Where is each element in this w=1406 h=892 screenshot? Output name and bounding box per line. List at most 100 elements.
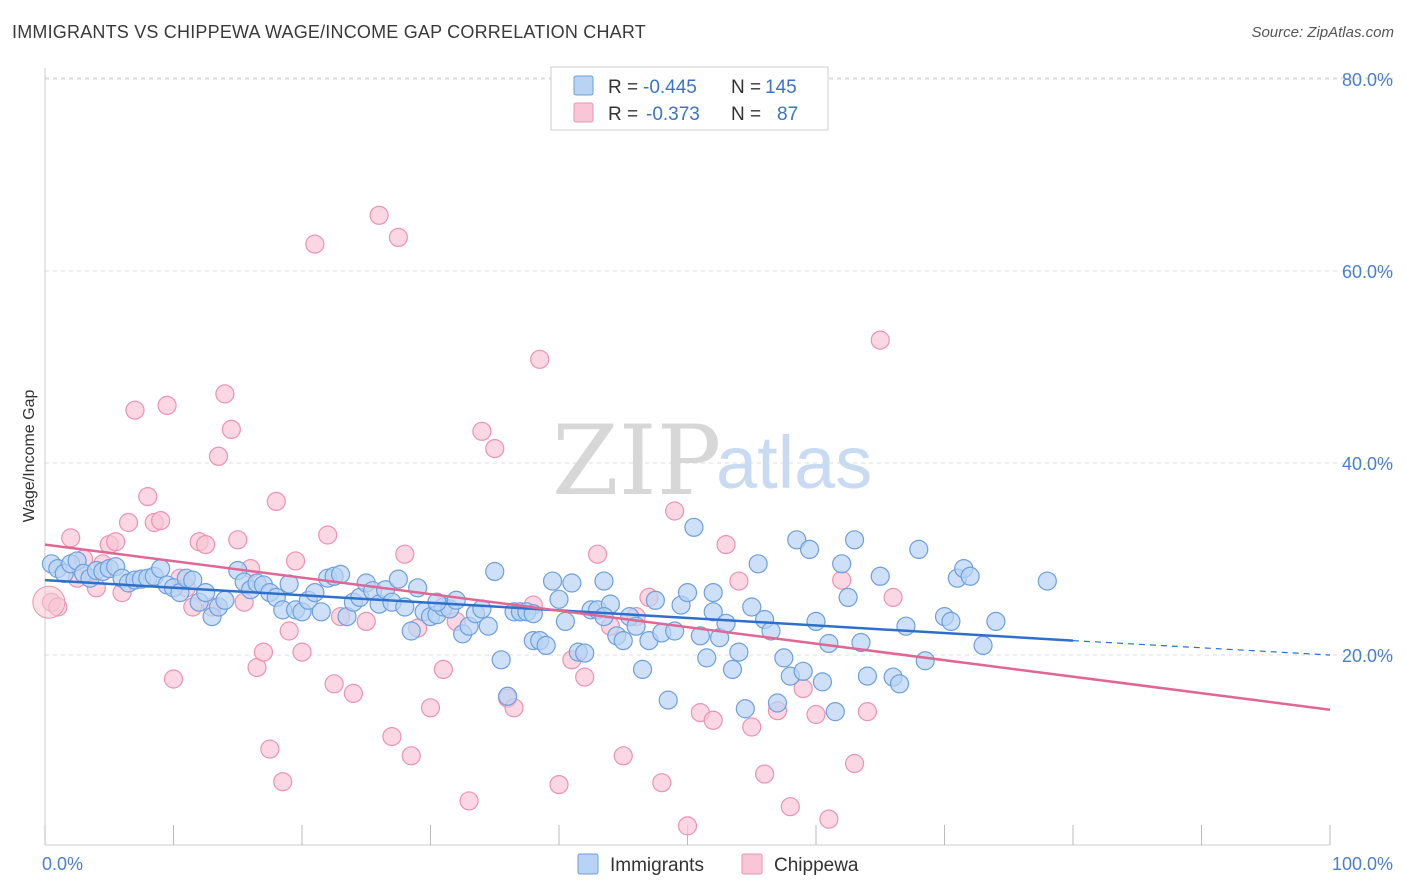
chippewa-point	[716, 534, 736, 555]
chippewa-point	[754, 764, 775, 784]
chippewa-point	[292, 642, 312, 662]
immigrants-point	[1037, 571, 1057, 591]
immigrants-point	[575, 643, 595, 663]
immigrants-point	[613, 630, 633, 651]
legend-n-label-immigrants: N =	[731, 77, 761, 98]
chippewa-point	[266, 491, 286, 511]
legend-swatch-immigrants	[573, 75, 594, 96]
bottom-legend-swatch-chippewa	[741, 853, 763, 875]
immigrants-point	[196, 582, 216, 603]
y-tick-label: 60.0%	[1342, 262, 1393, 282]
chippewa-point	[221, 419, 241, 439]
chippewa-point	[253, 642, 274, 662]
immigrants-point	[774, 648, 794, 668]
immigrants-point	[896, 616, 916, 636]
immigrants-point	[767, 693, 788, 713]
immigrants-point	[986, 611, 1006, 632]
chippewa-point	[549, 774, 569, 795]
chippewa-point	[32, 585, 66, 619]
immigrants-point	[151, 558, 171, 579]
immigrants-point	[632, 659, 653, 680]
chippewa-point	[433, 659, 453, 680]
chippewa-point	[472, 421, 492, 441]
chippewa-point	[369, 205, 389, 225]
immigrants-point	[491, 650, 511, 670]
chippewa-point	[318, 525, 338, 545]
immigrants-point	[909, 539, 929, 560]
immigrants-point	[311, 602, 331, 622]
immigrants-point	[851, 632, 871, 653]
chippewa-point	[780, 797, 800, 817]
chippewa-point	[459, 791, 479, 811]
immigrants-point	[549, 589, 569, 609]
chippewa-point	[742, 717, 762, 737]
immigrants-point	[215, 590, 235, 610]
legend-r-label-chippewa: R =	[608, 104, 638, 125]
immigrants-point	[401, 621, 421, 641]
immigrants-point	[542, 571, 563, 591]
immigrants-point	[305, 582, 325, 603]
legend-n-value-immigrants: 145	[765, 77, 797, 98]
chippewa-point	[118, 512, 139, 533]
immigrants-point	[677, 582, 698, 603]
chippewa-point	[356, 611, 376, 632]
bottom-legend-label-chippewa: Chippewa	[774, 855, 859, 876]
chippewa-trend-line	[44, 543, 1331, 711]
immigrants-point	[832, 554, 852, 574]
legend-n-value-chippewa: 87	[777, 104, 798, 125]
chippewa-point	[530, 349, 550, 369]
chippewa-point	[260, 739, 280, 759]
chippewa-point	[61, 528, 81, 548]
immigrants-point	[703, 582, 723, 603]
immigrants-point	[799, 539, 820, 560]
legend-swatch-chippewa	[573, 102, 594, 123]
chippewa-point	[215, 384, 235, 404]
immigrants-point	[716, 613, 736, 633]
chippewa-point	[677, 816, 698, 836]
immigrants-point	[690, 626, 710, 646]
immigrants-point	[870, 566, 890, 586]
legend-r-label-immigrants: R =	[608, 77, 638, 98]
chippewa-point	[106, 532, 126, 552]
immigrants-point	[498, 686, 518, 706]
y-tick-label: 80.0%	[1342, 70, 1393, 90]
chippewa-point	[138, 487, 158, 507]
immigrants-trend-extension	[1072, 640, 1331, 656]
chippewa-point	[125, 400, 145, 420]
chippewa-point	[196, 534, 216, 555]
immigrants-point	[658, 690, 678, 710]
immigrants-point	[735, 699, 755, 719]
legend-r-value-immigrants: -0.445	[643, 77, 697, 98]
x-tick-label: 0.0%	[42, 854, 83, 874]
chippewa-point	[857, 702, 878, 722]
watermark-atlas: atlas	[716, 421, 872, 504]
watermark: ZIP atlas	[552, 405, 872, 517]
chippewa-point	[324, 674, 344, 694]
chippewa-point	[395, 544, 415, 564]
immigrants-point	[485, 561, 505, 582]
chippewa-point	[305, 234, 325, 254]
immigrants-point	[960, 566, 980, 586]
chippewa-point	[279, 621, 299, 641]
chart-source: Source: ZipAtlas.com	[1251, 24, 1394, 41]
immigrants-point	[703, 602, 723, 622]
chippewa-point	[587, 544, 608, 564]
chippewa-point	[343, 683, 363, 704]
chippewa-point	[382, 726, 402, 747]
immigrants-point	[742, 597, 762, 617]
chart-title: IMMIGRANTS VS CHIPPEWA WAGE/INCOME GAP C…	[12, 22, 646, 42]
y-axis-label: Wage/Income Gap	[21, 390, 38, 523]
chippewa-point	[163, 669, 184, 689]
immigrants-point	[748, 554, 768, 574]
immigrants-point	[684, 517, 704, 537]
chippewa-point	[388, 227, 408, 247]
immigrants-point	[562, 573, 582, 593]
immigrants-point	[941, 611, 961, 632]
immigrants-point	[793, 661, 813, 681]
immigrants-point	[697, 648, 717, 668]
immigrants-point	[645, 590, 665, 610]
chippewa-point	[228, 530, 248, 550]
chippewa-point	[870, 330, 890, 350]
immigrants-point	[915, 651, 935, 671]
chippewa-point	[420, 698, 441, 718]
